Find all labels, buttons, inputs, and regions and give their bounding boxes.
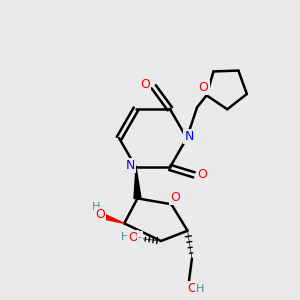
Text: O: O xyxy=(128,231,138,244)
Text: H: H xyxy=(196,284,204,294)
Text: H: H xyxy=(121,232,129,242)
Text: O: O xyxy=(199,81,208,94)
Polygon shape xyxy=(134,167,141,199)
Polygon shape xyxy=(101,214,124,224)
Text: O: O xyxy=(140,78,150,91)
Text: O: O xyxy=(95,208,105,221)
Text: O: O xyxy=(197,168,207,181)
Text: -: - xyxy=(138,232,142,242)
Text: N: N xyxy=(126,159,135,172)
Text: N: N xyxy=(184,130,194,143)
Text: O: O xyxy=(170,191,180,204)
Text: H: H xyxy=(92,202,100,212)
Text: O: O xyxy=(188,283,197,296)
